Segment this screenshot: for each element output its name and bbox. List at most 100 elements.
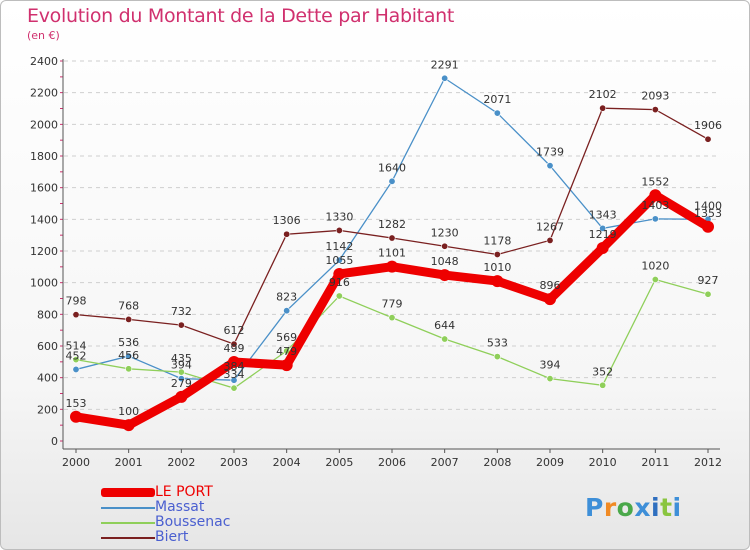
data-label-massat: 823 [276, 291, 297, 304]
data-label-massat: 1739 [536, 146, 564, 159]
legend-label-boussenac: Boussenac [155, 514, 231, 530]
logo-letter: i [672, 493, 682, 522]
data-label-massat: 384 [224, 360, 245, 373]
legend-swatch-boussenac [101, 521, 155, 524]
data-point-massat [335, 256, 343, 264]
data-label-le-port: 1048 [431, 255, 459, 268]
x-tick-label: 2011 [641, 456, 669, 469]
data-point-biert [599, 104, 607, 112]
logo-letter: x [634, 493, 651, 522]
data-label-biert: 1178 [483, 234, 511, 247]
logo-letter: r [603, 493, 617, 522]
x-tick-label: 2002 [167, 456, 195, 469]
data-point-boussenac [125, 365, 133, 373]
data-label-biert: 798 [66, 295, 87, 308]
data-label-boussenac: 334 [224, 368, 245, 381]
data-label-massat: 536 [118, 336, 139, 349]
data-point-boussenac [230, 384, 238, 392]
logo-letter: o [616, 493, 635, 522]
x-tick-label: 2007 [431, 456, 459, 469]
data-label-boussenac: 916 [329, 276, 350, 289]
data-point-massat [493, 109, 501, 117]
data-label-boussenac: 533 [487, 337, 508, 350]
data-point-biert [441, 242, 449, 250]
data-label-massat: 1640 [378, 161, 406, 174]
x-tick-label: 2006 [378, 456, 406, 469]
data-label-biert: 1906 [694, 119, 722, 132]
data-point-biert [388, 234, 396, 242]
data-point-massat [283, 307, 291, 315]
data-point-boussenac [493, 353, 501, 361]
x-tick-label: 2003 [220, 456, 248, 469]
y-tick-label: 1800 [30, 150, 58, 163]
y-tick-label: 1400 [30, 213, 58, 226]
data-label-le-port: 153 [66, 397, 87, 410]
legend-swatch-biert [101, 536, 155, 539]
data-label-le-port: 896 [540, 279, 561, 292]
data-label-massat: 1343 [589, 208, 617, 221]
data-point-massat [546, 162, 554, 170]
data-point-le-port [333, 267, 346, 280]
data-label-le-port: 1219 [589, 228, 617, 241]
data-point-le-port [438, 269, 451, 282]
data-point-boussenac [388, 314, 396, 322]
y-tick-label: 200 [37, 403, 58, 416]
data-point-boussenac [651, 275, 659, 283]
data-label-le-port: 479 [276, 345, 297, 358]
legend-item-le-port: LE PORT [101, 485, 230, 500]
x-tick-label: 2010 [589, 456, 617, 469]
data-label-biert: 2102 [589, 88, 617, 101]
y-tick-label: 2200 [30, 87, 58, 100]
data-label-boussenac: 569 [276, 331, 297, 344]
chart-title: Evolution du Montant de la Dette par Hab… [27, 5, 455, 27]
data-label-boussenac: 644 [434, 319, 455, 332]
data-point-biert [546, 236, 554, 244]
data-point-biert [230, 340, 238, 348]
y-tick-label: 0 [51, 435, 58, 448]
legend-item-biert: Biert [101, 530, 230, 545]
data-point-le-port [649, 189, 662, 202]
data-point-biert [125, 315, 133, 323]
data-label-massat: 2291 [431, 58, 459, 71]
data-label-biert: 612 [224, 324, 245, 337]
data-label-biert: 2093 [641, 90, 669, 103]
data-label-boussenac: 456 [118, 349, 139, 362]
data-point-massat [599, 224, 607, 232]
legend-swatch-le-port [101, 488, 155, 497]
chart-subtitle: (en €) [27, 29, 60, 42]
data-point-le-port [70, 410, 82, 423]
legend-label-le-port: LE PORT [155, 484, 213, 500]
data-label-le-port: 100 [118, 405, 139, 418]
data-label-boussenac: 1020 [641, 260, 669, 273]
y-tick-label: 1200 [30, 245, 58, 258]
y-tick-label: 2000 [30, 118, 58, 131]
data-label-le-port: 1055 [325, 254, 353, 267]
data-point-boussenac [599, 381, 607, 389]
data-point-le-port [122, 419, 135, 432]
legend-item-massat: Massat [101, 500, 230, 515]
data-point-biert [335, 226, 343, 234]
x-tick-label: 2012 [694, 456, 722, 469]
logo-letter: i [651, 493, 661, 522]
data-point-le-port [386, 260, 398, 273]
y-tick-label: 1000 [30, 277, 58, 290]
data-label-le-port: 1353 [694, 207, 722, 220]
data-label-le-port: 499 [224, 342, 245, 355]
series-line-boussenac [75, 278, 709, 389]
data-label-boussenac: 352 [592, 365, 613, 378]
data-label-biert: 768 [118, 299, 139, 312]
data-label-boussenac: 394 [540, 359, 561, 372]
data-label-boussenac: 514 [66, 340, 87, 353]
data-label-massat: 1403 [641, 199, 669, 212]
data-point-biert [651, 106, 659, 114]
data-label-boussenac: 779 [382, 298, 403, 311]
data-label-boussenac: 927 [698, 274, 719, 287]
data-point-biert [283, 230, 291, 238]
data-label-biert: 1282 [378, 218, 406, 231]
data-point-massat [441, 74, 449, 82]
data-label-massat: 1142 [325, 240, 353, 253]
data-label-biert: 1230 [431, 226, 459, 239]
data-label-boussenac: 435 [171, 352, 192, 365]
x-tick-label: 2009 [536, 456, 564, 469]
